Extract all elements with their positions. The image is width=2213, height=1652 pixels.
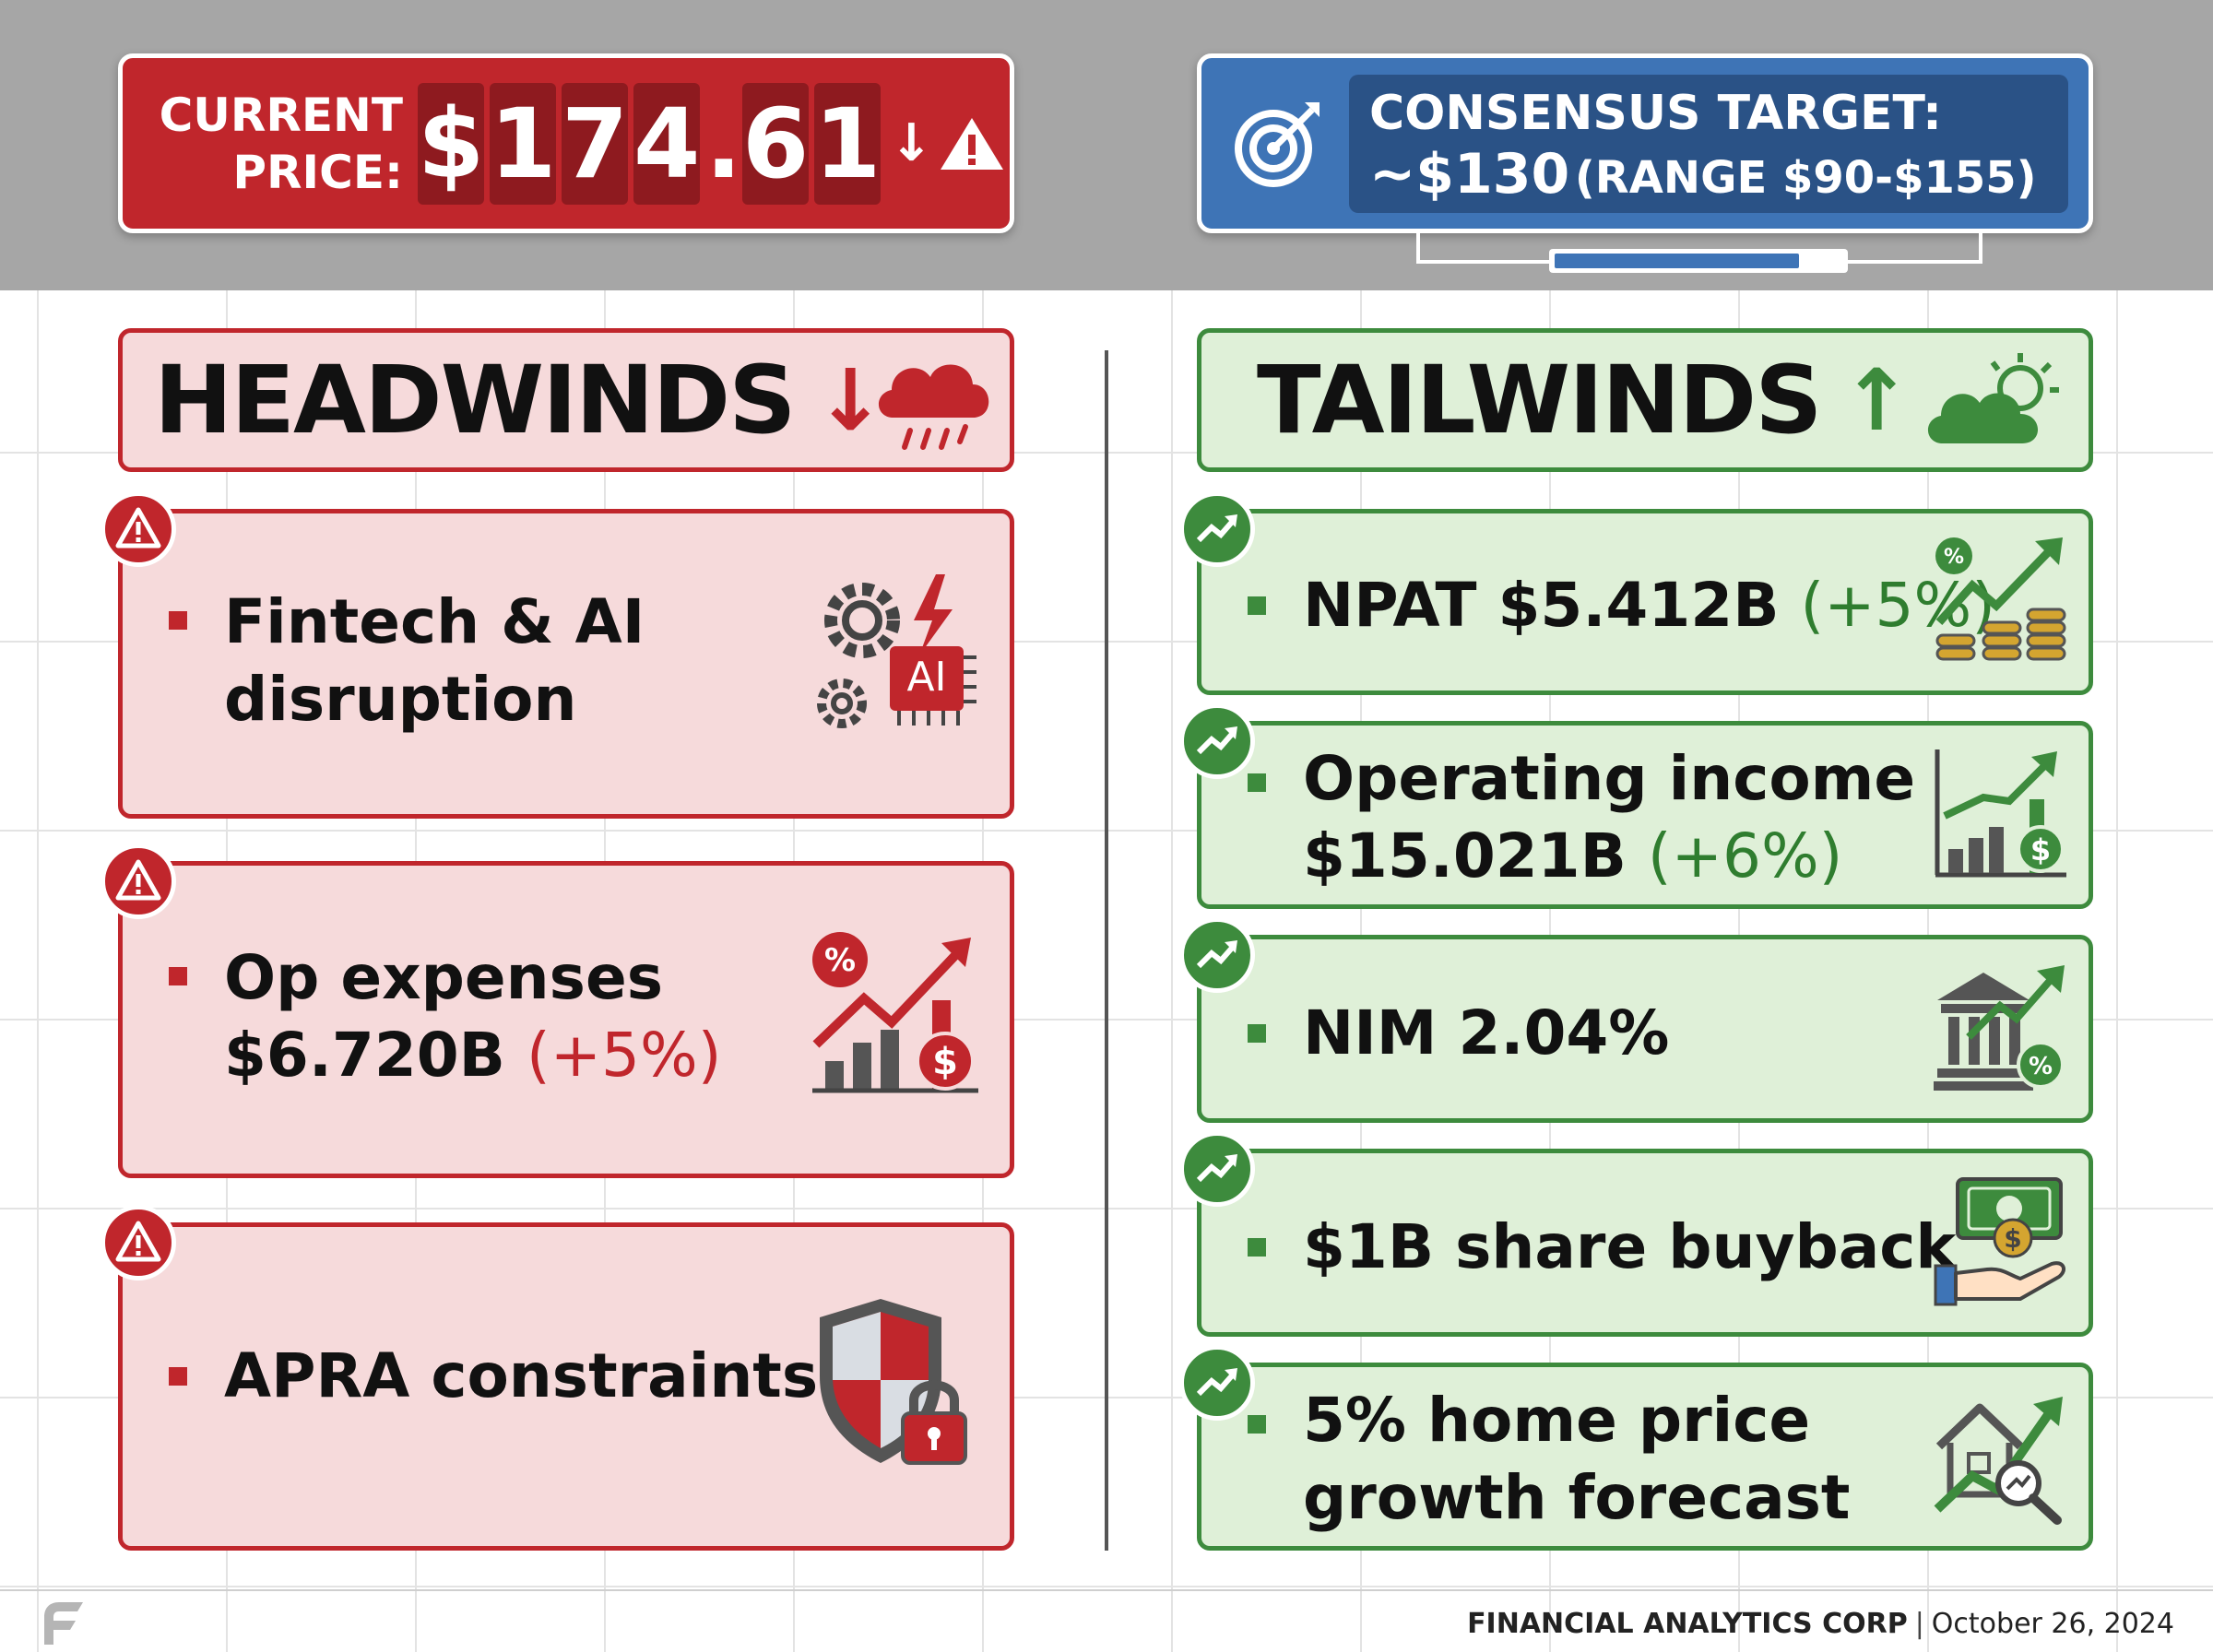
column-divider bbox=[1105, 350, 1108, 1551]
svg-text:%: % bbox=[1944, 546, 1964, 569]
bullet-marker bbox=[1248, 596, 1266, 615]
price-decimal-point: . bbox=[705, 87, 742, 200]
headwind-card-fintech: Fintech & AI disruption AI bbox=[101, 491, 1014, 819]
trend-up-icon bbox=[1196, 726, 1237, 755]
tailwind-text: $1B share buyback bbox=[1303, 1211, 1957, 1282]
trend-up-badge bbox=[1179, 1131, 1255, 1207]
price-digit: 4 bbox=[633, 82, 700, 205]
warning-badge bbox=[101, 491, 176, 567]
svg-text:%: % bbox=[2029, 1053, 2053, 1080]
footer-company: FINANCIAL ANALYTICS CORP bbox=[1467, 1608, 1908, 1640]
price-digits: $ 1 7 4 . 6 1 bbox=[418, 82, 881, 205]
consensus-target-card: CONSENSUS TARGET: ~$130 (RANGE $90-$155) bbox=[1197, 53, 2093, 233]
rising-costs-chart-icon: % $ bbox=[812, 932, 978, 1093]
trend-up-badge bbox=[1179, 1345, 1255, 1421]
trend-up-icon bbox=[1196, 940, 1237, 969]
trend-up-badge bbox=[1179, 917, 1255, 993]
target-range-fill bbox=[1555, 254, 1799, 268]
shield-lock-icon bbox=[820, 1299, 967, 1465]
tailwinds-title: TAILWINDS bbox=[1257, 345, 1823, 455]
trend-up-badge bbox=[1179, 491, 1255, 567]
trend-up-icon bbox=[1196, 1368, 1237, 1397]
sun-cloud-icon bbox=[1927, 353, 2059, 443]
headwind-text: Fintech & AI disruption bbox=[224, 586, 645, 735]
tailwind-card-operating-income: Operating income $15.021B (+6%) $ bbox=[1179, 703, 2093, 909]
tailwind-card-npat: NPAT $5.412B (+5%) % bbox=[1179, 491, 2093, 695]
company-logo-icon bbox=[44, 1602, 83, 1645]
headwind-card-op-expenses: Op expenses $6.720B (+5%) % $ bbox=[101, 844, 1014, 1178]
target-range-bar bbox=[1549, 249, 1848, 273]
target-bullseye-icon bbox=[1235, 102, 1320, 187]
trend-up-icon bbox=[1196, 1154, 1237, 1183]
footer-date: October 26, 2024 bbox=[1931, 1608, 2174, 1640]
rain-cloud-icon bbox=[878, 364, 989, 450]
bullet-marker bbox=[1248, 1415, 1266, 1434]
footer-separator: | bbox=[1914, 1608, 1924, 1640]
tailwind-card-buyback: $1B share buyback $ bbox=[1179, 1131, 2093, 1337]
warning-triangle-icon bbox=[115, 859, 161, 901]
change-percent: (+6%) bbox=[1647, 820, 1843, 891]
tailwind-text: Operating income $15.021B (+6%) bbox=[1303, 743, 1916, 891]
footer: FINANCIAL ANALYTICS CORP | October 26, 202… bbox=[1467, 1608, 2174, 1640]
bullet-marker bbox=[169, 1367, 187, 1386]
bullet-marker bbox=[169, 967, 187, 985]
up-arrow-icon: ↑ bbox=[1840, 350, 1912, 450]
current-price-card: CURRENT PRICE: $ 1 7 4 . 6 1 ↓ bbox=[118, 53, 1014, 233]
warning-triangle-icon bbox=[115, 507, 161, 549]
svg-text:$: $ bbox=[932, 1041, 958, 1083]
headwinds-header: HEADWINDS ↓ bbox=[118, 328, 1014, 472]
trend-up-icon bbox=[1196, 514, 1237, 543]
target-range: (RANGE $90-$155) bbox=[1574, 152, 2037, 204]
target-value: ~$130 bbox=[1369, 142, 1570, 206]
price-label: CURRENT PRICE: bbox=[159, 88, 403, 199]
price-digit: $ bbox=[418, 82, 484, 205]
change-percent: (+5%) bbox=[1800, 570, 1995, 641]
headwind-text: Op expenses $6.720B (+5%) bbox=[224, 942, 722, 1091]
bullet-marker bbox=[1248, 1238, 1266, 1257]
warning-badge bbox=[101, 1205, 176, 1280]
bank-growth-icon: % bbox=[1934, 965, 2065, 1091]
svg-text:$: $ bbox=[2030, 832, 2051, 867]
tailwinds-header: TAILWINDS ↑ bbox=[1197, 328, 2093, 472]
consensus-target-text: CONSENSUS TARGET: ~$130 (RANGE $90-$155) bbox=[1349, 75, 2068, 213]
price-digit: 1 bbox=[490, 82, 556, 205]
coins-growth-icon: % bbox=[1935, 537, 2066, 661]
gears-ai-chip-icon: AI bbox=[817, 574, 976, 728]
svg-text:AI: AI bbox=[906, 654, 946, 701]
house-growth-icon bbox=[1934, 1397, 2063, 1525]
tailwind-text: 5% home price growth forecast bbox=[1303, 1385, 1851, 1533]
bullet-marker bbox=[1248, 1024, 1266, 1043]
svg-text:$: $ bbox=[2004, 1223, 2021, 1254]
price-digit: 7 bbox=[562, 82, 628, 205]
headwind-text: APRA constraints bbox=[224, 1340, 819, 1411]
warning-triangle-icon bbox=[115, 1221, 161, 1262]
warning-triangle-icon bbox=[940, 117, 1003, 170]
bar-chart-dollar-icon: $ bbox=[1935, 749, 2066, 878]
bullet-marker bbox=[1248, 773, 1266, 792]
price-digit: 1 bbox=[814, 82, 881, 205]
footer-rule bbox=[0, 1589, 2213, 1591]
trend-up-badge bbox=[1179, 703, 1255, 779]
price-down-arrow-icon: ↓ bbox=[890, 113, 933, 173]
headwind-card-apra: APRA constraints bbox=[101, 1205, 1014, 1551]
down-arrow-icon: ↓ bbox=[814, 350, 886, 450]
change-percent: (+5%) bbox=[526, 1020, 722, 1091]
tailwind-card-nim: NIM 2.04% % bbox=[1179, 917, 2093, 1123]
tailwind-card-home-price: 5% home price growth forecast bbox=[1179, 1345, 2093, 1551]
tailwind-text: NPAT $5.412B (+5%) bbox=[1303, 570, 1995, 641]
bullet-marker bbox=[169, 611, 187, 630]
price-digit: 6 bbox=[742, 82, 809, 205]
svg-text:%: % bbox=[824, 942, 856, 979]
cash-hand-icon: $ bbox=[1934, 1177, 2066, 1306]
warning-badge bbox=[101, 844, 176, 919]
tailwind-text: NIM 2.04% bbox=[1303, 997, 1670, 1068]
headwinds-title: HEADWINDS bbox=[154, 345, 797, 455]
